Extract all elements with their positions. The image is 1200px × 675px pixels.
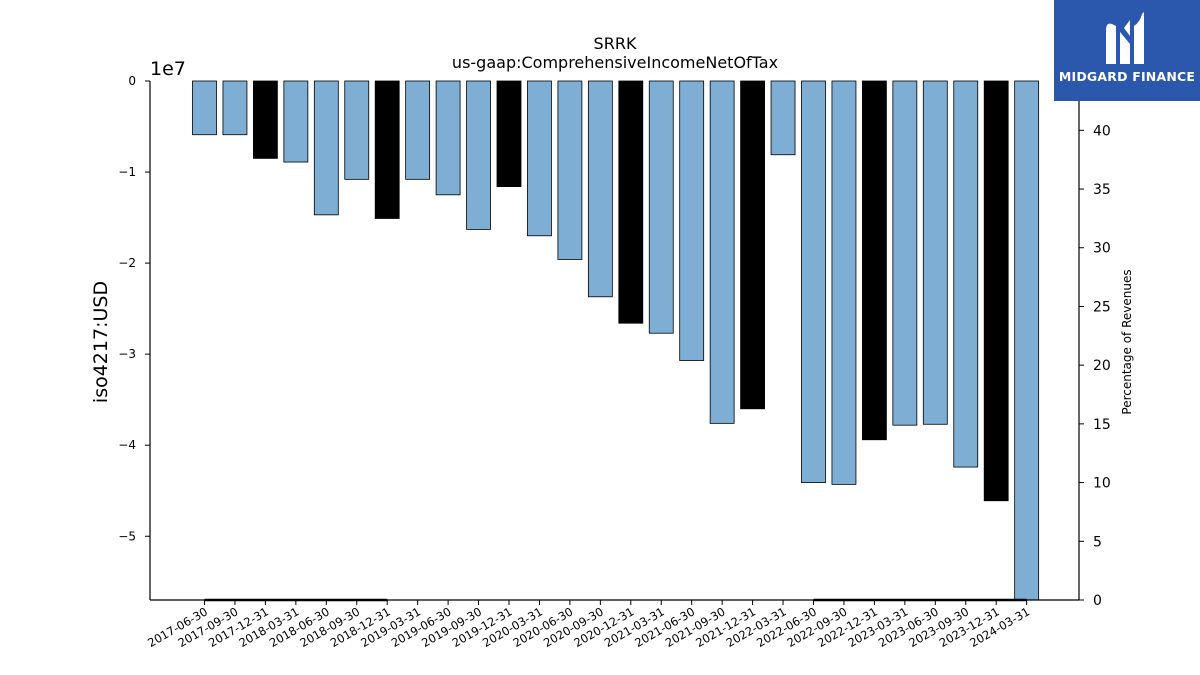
- y2-tick-label: 35: [1093, 182, 1111, 198]
- bar: [527, 80, 552, 237]
- bar: [283, 80, 309, 163]
- y-tick-label: −5: [118, 529, 136, 543]
- y2-tick-label: 20: [1093, 358, 1111, 374]
- bar: [801, 80, 826, 483]
- bar: [862, 80, 887, 441]
- bar: [466, 80, 491, 230]
- bar: [770, 80, 796, 156]
- y2-tick-label: 40: [1093, 123, 1111, 139]
- bar: [922, 80, 948, 425]
- y2-tick-label: 25: [1093, 299, 1111, 315]
- y2-tick-label: 10: [1093, 476, 1111, 492]
- midgard-m-mark-icon: [1106, 12, 1144, 65]
- bar: [983, 80, 1009, 502]
- chart-subtitle: us-gaap:ComprehensiveIncomeNetOfTax: [452, 53, 778, 72]
- y2-tick-label: 0: [1093, 593, 1102, 609]
- y-axis-label: iso4217:USD: [90, 281, 112, 403]
- y2-axis-label: Percentage of Revenues: [1120, 269, 1134, 414]
- bar: [313, 80, 339, 216]
- y-tick-label: −3: [118, 347, 136, 361]
- bar: [587, 80, 613, 298]
- bar: [222, 80, 248, 136]
- bar: [192, 80, 217, 136]
- midgard-finance-logo: MIDGARD FINANCE: [1054, 0, 1200, 101]
- bar: [740, 80, 765, 410]
- bar: [648, 80, 674, 334]
- y2-tick-label: 5: [1093, 534, 1102, 550]
- y-axis-scale-label: 1e7: [150, 58, 186, 80]
- bar: [953, 80, 979, 468]
- bar: [892, 80, 918, 426]
- bars-group: [192, 80, 1040, 601]
- bar: [557, 80, 583, 260]
- bar: [618, 80, 644, 324]
- y-tick-label: −2: [118, 256, 136, 270]
- bar: [374, 80, 400, 219]
- bar: [709, 80, 735, 424]
- y-tick-label: −1: [118, 165, 136, 179]
- y2-tick-label: 30: [1093, 241, 1111, 257]
- bar: [344, 80, 370, 180]
- bar: [435, 80, 461, 196]
- bar: [1014, 80, 1040, 601]
- bar: [679, 80, 705, 361]
- y-tick-label: 0: [128, 74, 136, 88]
- bar: [496, 80, 522, 188]
- bar: [252, 80, 278, 159]
- bar: [405, 80, 431, 180]
- y2-tick-label: 15: [1093, 417, 1111, 433]
- brand-name: MIDGARD FINANCE: [1058, 69, 1196, 84]
- y-tick-label: −4: [118, 438, 136, 452]
- chart-title: SRRK: [594, 34, 637, 53]
- bar: [831, 80, 857, 485]
